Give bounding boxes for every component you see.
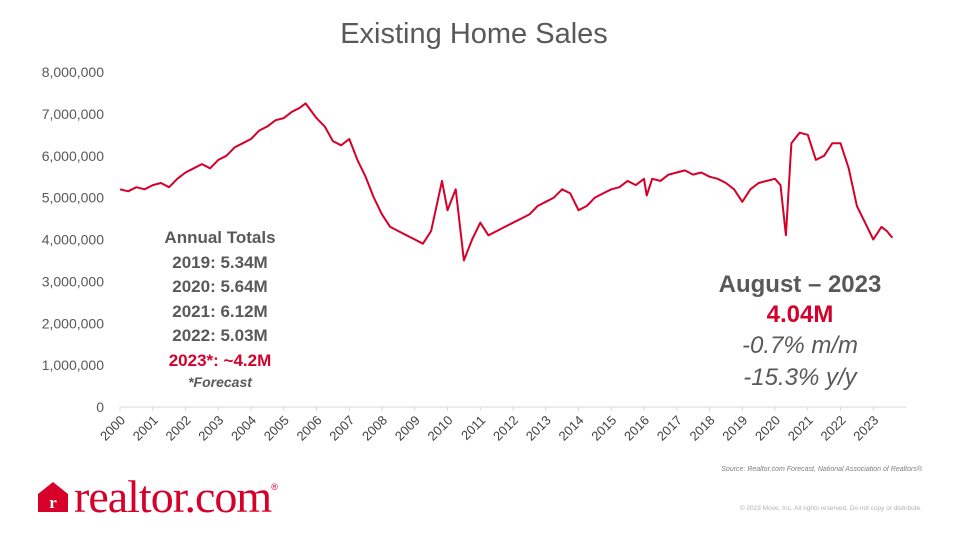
latest-period: August – 2023	[718, 271, 882, 298]
latest-callout: August – 2023 4.04M -0.7% m/m -15.3% y/y	[690, 270, 910, 394]
y-tick-label: 7,000,000	[42, 106, 104, 122]
x-tick-label: 2002	[163, 413, 194, 444]
annual-total-row: 2022: 5.03M	[172, 326, 268, 345]
y-tick-label: 1,000,000	[42, 357, 104, 373]
x-tick-label: 2000	[97, 413, 128, 444]
x-tick-label: 2020	[752, 413, 783, 444]
logo-wordmark: realtor.com	[74, 471, 272, 522]
x-tick-label: 2001	[130, 413, 161, 444]
x-tick-label: 2016	[621, 413, 652, 444]
x-tick-label: 2011	[458, 413, 488, 443]
x-tick-label: 2010	[425, 413, 456, 444]
x-tick-label: 2017	[654, 413, 685, 444]
house-icon: r	[38, 482, 68, 512]
y-tick-label: 5,000,000	[42, 190, 104, 206]
forecast-note: *Forecast	[188, 374, 252, 390]
year-over-year-change: -15.3% y/y	[743, 364, 857, 391]
x-tick-label: 2003	[195, 413, 226, 444]
x-tick-label: 2014	[556, 413, 587, 444]
x-tick-label: 2008	[359, 413, 390, 444]
logo-registered-mark: ®	[271, 482, 278, 492]
latest-value: 4.04M	[766, 301, 834, 328]
x-tick-label: 2018	[687, 413, 718, 444]
series-group	[119, 102, 894, 262]
x-tick-label: 2019	[719, 413, 750, 444]
x-tick-label: 2015	[588, 413, 619, 444]
y-tick-label: 2,000,000	[42, 315, 104, 331]
y-tick-label: 6,000,000	[42, 148, 104, 164]
x-tick-label: 2023	[850, 413, 881, 444]
realtor-logo: r realtor.com ®	[36, 472, 278, 522]
x-axis: 2000 2001 2002 2003 2004 2005 2006 2007 2008 2009…	[97, 407, 881, 444]
x-tick-label: 2013	[523, 413, 554, 444]
x-tick-label: 2005	[261, 413, 292, 444]
annual-total-row: 2021: 6.12M	[172, 301, 268, 321]
copyright-note: © 2023 Move, Inc. All rights reserved. D…	[739, 505, 922, 512]
annual-totals-rows: 2019: 5.34M 2020: 5.64M 2021: 6.12M 2022: 5…	[128, 251, 312, 374]
svg-text:r: r	[49, 493, 57, 512]
chart-title: Existing Home Sales	[340, 18, 608, 50]
x-tick-label: 2009	[392, 413, 423, 444]
annual-total-row: 2019: 5.34M	[172, 252, 268, 272]
annual-totals-heading: Annual Totals	[164, 228, 276, 247]
x-tick-label: 2022	[818, 413, 849, 444]
y-tick-label: 8,000,000	[42, 64, 104, 80]
annual-total-row: 2023*: ~4.2M	[168, 350, 272, 370]
source-note: Source: Realtor.com Forecast, National A…	[721, 466, 922, 473]
y-axis: 0 1,000,000 2,000,000 3,000,000 4,000,000 5,0…	[42, 64, 105, 415]
month-over-month-change: -0.7% m/m	[741, 332, 858, 359]
x-tick-label: 2007	[326, 413, 357, 444]
y-tick-label: 4,000,000	[42, 232, 104, 248]
existing-home-sales-line	[119, 102, 894, 262]
x-tick-label: 2021	[785, 413, 816, 444]
x-tick-label: 2006	[294, 413, 325, 444]
x-tick-label: 2004	[228, 413, 259, 444]
y-tick-label: 0	[96, 399, 104, 415]
y-tick-label: 3,000,000	[42, 273, 104, 289]
annual-totals: Annual Totals 2019: 5.34M 2020: 5.64M 2021…	[128, 226, 312, 391]
x-tick-label: 2012	[490, 413, 521, 444]
annual-total-row: 2020: 5.64M	[172, 277, 268, 296]
